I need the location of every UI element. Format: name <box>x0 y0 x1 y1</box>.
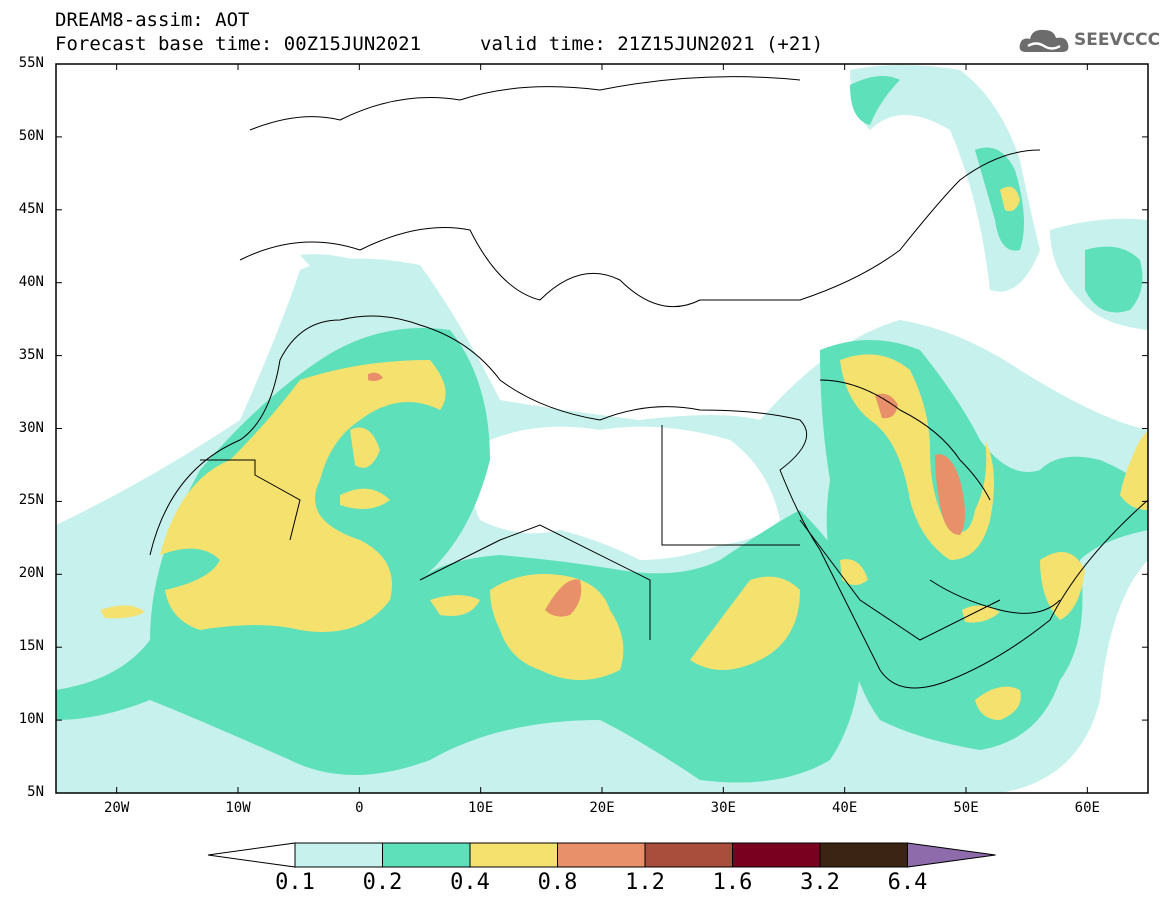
colorbar-segment <box>732 842 821 868</box>
lat-label: 50N <box>18 127 44 144</box>
base-time-label: Forecast base time: 00Z15JUN2021 <box>55 33 422 55</box>
valid-time-label: valid time: 21Z15JUN2021 (+21) <box>480 33 824 55</box>
lon-label: 30E <box>710 800 736 816</box>
colorbar-segment <box>907 842 996 868</box>
colorbar-segment <box>207 842 296 868</box>
colorbar-segment <box>644 842 733 868</box>
colorbar-segment <box>557 842 646 868</box>
logo-text: SEEVCCC <box>1074 30 1161 50</box>
seevccc-logo: SEEVCCC <box>1018 24 1161 60</box>
colorbar-segment <box>469 842 558 868</box>
lat-label: 20N <box>18 565 44 582</box>
aot-band-0-8 <box>368 372 965 617</box>
colorbar-label: 0.8 <box>537 870 578 895</box>
colorbar-segment <box>382 842 471 868</box>
lat-label: 15N <box>18 638 44 655</box>
lat-label: 45N <box>18 200 44 217</box>
lat-label: 35N <box>18 346 44 363</box>
lon-label: 10E <box>468 800 494 816</box>
lat-label: 25N <box>18 492 44 509</box>
axis-ticks <box>56 63 1148 794</box>
lon-label: 40E <box>832 800 858 816</box>
colorbar-label: 0.2 <box>362 870 403 895</box>
colorbar-segment <box>294 842 383 868</box>
lat-label: 5N <box>27 784 44 800</box>
cloud-logo-icon <box>1019 29 1069 52</box>
aot-clear-areas <box>472 426 780 560</box>
lat-label: 40N <box>18 273 44 290</box>
colorbar-label: 1.6 <box>712 870 753 895</box>
lat-label: 10N <box>18 711 44 728</box>
lon-label: 20E <box>589 800 615 816</box>
lat-label: 30N <box>18 419 44 436</box>
colorbar-label: 1.2 <box>625 870 665 895</box>
lon-label: 20W <box>104 800 130 816</box>
lon-label: 60E <box>1074 800 1100 816</box>
coastlines <box>149 76 1148 689</box>
lon-label: 10W <box>225 800 251 816</box>
colorbar-label: 3.2 <box>800 870 840 895</box>
lat-label: 55N <box>18 55 44 71</box>
colorbar-label: 6.4 <box>887 870 928 895</box>
colorbar-label: 0.1 <box>275 870 315 895</box>
model-title: DREAM8-assim: AOT <box>55 9 250 31</box>
colorbar-label: 0.4 <box>450 870 490 895</box>
aot-band-0-4 <box>100 186 1148 720</box>
colorbar-segment <box>819 842 908 868</box>
lon-label: 0 <box>355 800 364 816</box>
lon-label: 50E <box>953 800 979 816</box>
